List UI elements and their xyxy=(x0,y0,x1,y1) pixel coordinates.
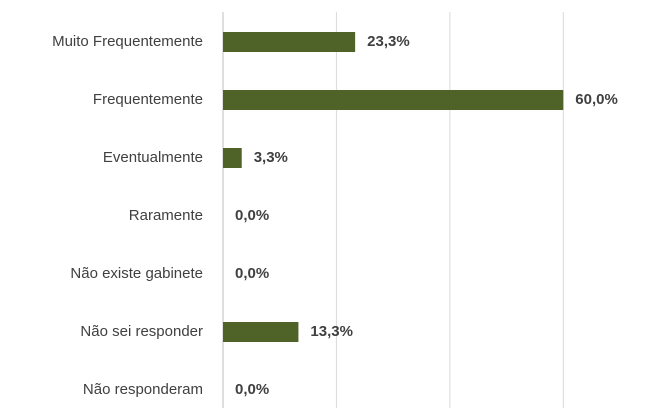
category-label: Eventualmente xyxy=(103,149,203,166)
bar xyxy=(223,32,356,52)
value-label: 0,0% xyxy=(235,381,269,398)
value-label: 60,0% xyxy=(575,91,618,108)
value-label: 23,3% xyxy=(367,33,410,50)
category-label: Muito Frequentemente xyxy=(52,33,203,50)
bar xyxy=(223,90,564,110)
category-label: Não responderam xyxy=(83,381,203,398)
category-label: Raramente xyxy=(129,207,203,224)
value-label: 0,0% xyxy=(235,207,269,224)
value-label: 3,3% xyxy=(254,149,288,166)
value-label: 0,0% xyxy=(235,265,269,282)
bar xyxy=(223,148,242,168)
value-label: 13,3% xyxy=(310,323,353,340)
bar xyxy=(223,322,299,342)
category-label: Não sei responder xyxy=(80,323,203,340)
category-label: Frequentemente xyxy=(93,91,203,108)
category-label: Não existe gabinete xyxy=(70,265,203,282)
